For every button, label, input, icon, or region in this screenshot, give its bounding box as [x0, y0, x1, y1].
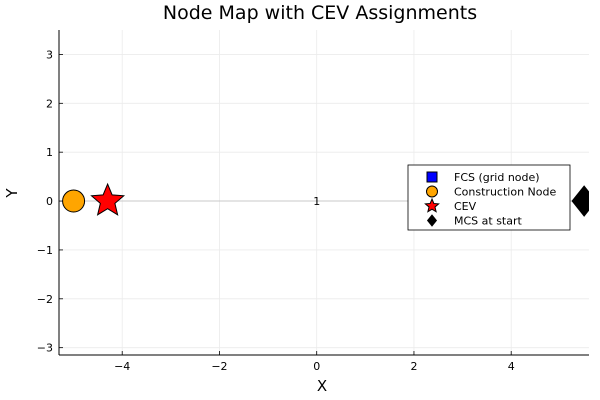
y-axis-label: Y [3, 188, 21, 199]
y-tick-label: 2 [46, 97, 53, 110]
legend-marker-square [426, 171, 438, 183]
point-star [90, 182, 126, 216]
y-tick-label: −2 [37, 293, 53, 306]
legend-marker-star [424, 197, 440, 213]
x-tick-label: 2 [410, 360, 417, 373]
x-axis-label: X [317, 377, 327, 395]
y-tick-label: −3 [37, 342, 53, 355]
annotations: 1 [313, 195, 320, 208]
plot-frame [58, 30, 589, 356]
x-tick-label: −2 [211, 360, 227, 373]
legend-label: FCS (grid node) [454, 171, 540, 184]
y-tick-label: 1 [46, 146, 53, 159]
tick-labels: −4 −2 0 2 4 −3 −2 −1 0 1 2 3 [37, 48, 515, 373]
x-tick-label: 0 [313, 360, 320, 373]
x-tick-label: −4 [114, 360, 130, 373]
legend-marker-diamond [426, 214, 438, 227]
y-tick-label: −1 [37, 244, 53, 257]
y-tick-label: 3 [46, 48, 53, 61]
legend-label: CEV [454, 200, 477, 213]
legend-label: MCS at start [454, 215, 523, 228]
legend-label: Construction Node [454, 186, 556, 199]
legend-marker-circle [426, 185, 438, 198]
point-circle [62, 189, 86, 213]
node-label: 1 [313, 195, 320, 208]
y-tick-label: 0 [46, 195, 53, 208]
chart-title: Node Map with CEV Assignments [163, 2, 477, 24]
data-points [62, 182, 589, 217]
point-diamond [571, 185, 589, 217]
x-tick-label: 4 [508, 360, 515, 373]
